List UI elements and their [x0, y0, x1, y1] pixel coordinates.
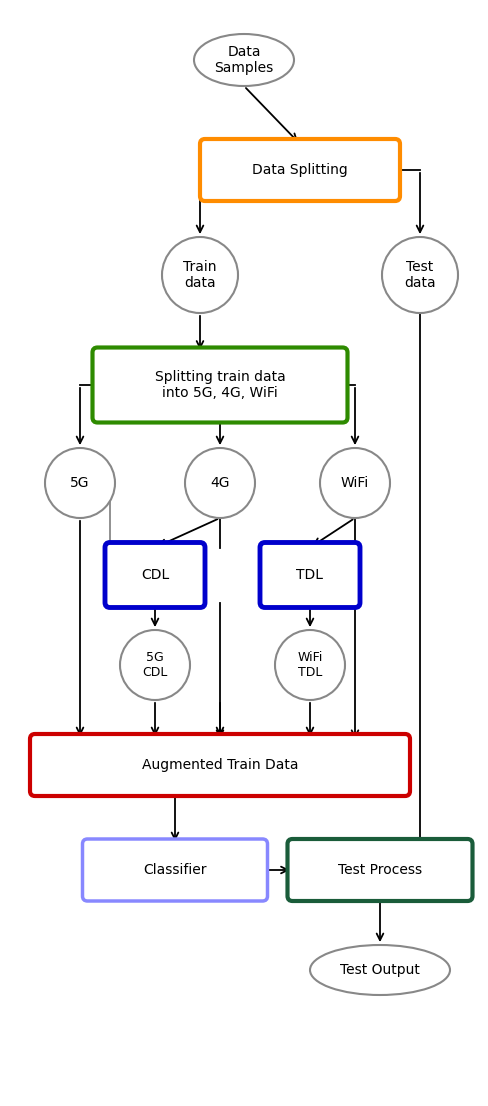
FancyBboxPatch shape — [200, 139, 400, 201]
Text: Test
data: Test data — [404, 260, 436, 290]
Circle shape — [185, 448, 255, 518]
FancyBboxPatch shape — [30, 734, 410, 796]
Text: Data Splitting: Data Splitting — [252, 163, 348, 177]
Text: Splitting train data
into 5G, 4G, WiFi: Splitting train data into 5G, 4G, WiFi — [155, 369, 285, 400]
Text: 5G
CDL: 5G CDL — [142, 651, 168, 679]
Text: TDL: TDL — [297, 568, 324, 582]
FancyBboxPatch shape — [105, 543, 205, 607]
Text: CDL: CDL — [141, 568, 169, 582]
Ellipse shape — [194, 34, 294, 86]
Text: Augmented Train Data: Augmented Train Data — [142, 758, 298, 772]
Text: WiFi
TDL: WiFi TDL — [297, 651, 323, 679]
Text: Classifier: Classifier — [143, 863, 207, 877]
Text: Test Process: Test Process — [338, 863, 422, 877]
Circle shape — [120, 630, 190, 700]
Circle shape — [382, 237, 458, 313]
Text: Test Output: Test Output — [340, 963, 420, 977]
FancyBboxPatch shape — [260, 543, 360, 607]
Text: 4G: 4G — [210, 476, 230, 490]
Circle shape — [320, 448, 390, 518]
FancyBboxPatch shape — [82, 839, 267, 901]
Ellipse shape — [310, 945, 450, 995]
Circle shape — [275, 630, 345, 700]
Text: WiFi: WiFi — [341, 476, 369, 490]
FancyBboxPatch shape — [93, 347, 347, 422]
Text: Train
data: Train data — [183, 260, 217, 290]
Circle shape — [45, 448, 115, 518]
Text: 5G: 5G — [70, 476, 90, 490]
Circle shape — [162, 237, 238, 313]
Text: Data
Samples: Data Samples — [214, 45, 274, 75]
FancyBboxPatch shape — [287, 839, 472, 901]
